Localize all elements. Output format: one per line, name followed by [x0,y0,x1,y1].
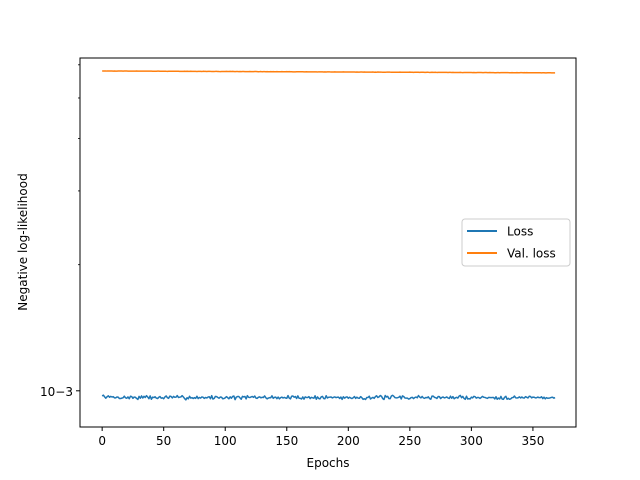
series-line-val-loss [102,70,556,74]
y-axis-label: Negative log-likelihood [16,173,30,310]
x-axis-ticks: 0 50 100 150 200 250 300 350 [98,427,544,448]
x-tick-label: 300 [460,434,483,448]
x-tick-label: 150 [275,434,298,448]
plot-frame [79,57,577,428]
x-tick-label: 200 [337,434,360,448]
y-tick-label: 10−3 [40,385,73,399]
legend-label-val-loss: Val. loss [507,247,556,261]
x-axis-label: Epochs [307,456,350,470]
y-axis-ticks: 10−3 [40,64,80,399]
legend: Loss Val. loss [461,218,571,267]
x-tick-label: 100 [214,434,237,448]
x-tick-label: 50 [156,434,171,448]
legend-label-loss: Loss [507,225,533,239]
series-layer [101,70,556,401]
x-tick-label: 350 [521,434,544,448]
x-tick-label: 250 [398,434,421,448]
x-tick-label: 0 [98,434,106,448]
series-line-loss [101,394,556,401]
